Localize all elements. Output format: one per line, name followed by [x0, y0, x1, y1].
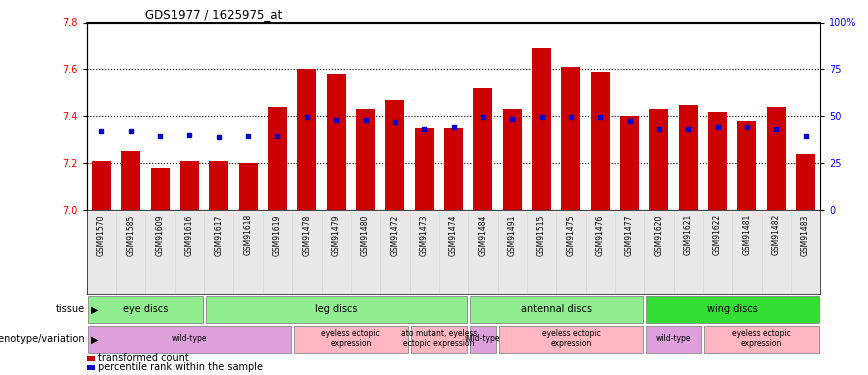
FancyBboxPatch shape — [89, 326, 291, 353]
Text: GSM91472: GSM91472 — [391, 214, 399, 256]
Text: GSM91616: GSM91616 — [185, 214, 194, 256]
Bar — [180, 161, 199, 210]
Bar — [591, 72, 609, 210]
Text: ▶: ▶ — [91, 334, 99, 344]
Text: transformed count: transformed count — [98, 353, 188, 363]
Bar — [92, 161, 111, 210]
Text: GSM91480: GSM91480 — [361, 214, 370, 256]
Bar — [209, 161, 228, 210]
Bar — [326, 74, 345, 210]
Text: GSM91476: GSM91476 — [595, 214, 605, 256]
Bar — [444, 128, 463, 210]
Text: GSM91620: GSM91620 — [654, 214, 663, 256]
Text: GSM91585: GSM91585 — [127, 214, 135, 256]
Text: GSM91484: GSM91484 — [478, 214, 487, 256]
Text: wild-type: wild-type — [172, 334, 207, 343]
Bar — [738, 121, 756, 210]
Bar — [151, 168, 169, 210]
Bar — [796, 154, 815, 210]
Text: GSM91619: GSM91619 — [273, 214, 282, 256]
Text: leg discs: leg discs — [315, 304, 358, 314]
Text: GSM91609: GSM91609 — [155, 214, 165, 256]
Bar — [268, 107, 287, 210]
FancyBboxPatch shape — [646, 326, 701, 353]
Text: eyeless ectopic
expression: eyeless ectopic expression — [321, 329, 380, 348]
Bar — [87, 356, 95, 361]
Text: wild-type: wild-type — [465, 334, 501, 343]
Text: GSM91475: GSM91475 — [567, 214, 575, 256]
Bar — [679, 105, 698, 210]
FancyBboxPatch shape — [470, 326, 496, 353]
Text: GSM91515: GSM91515 — [537, 214, 546, 256]
FancyBboxPatch shape — [293, 326, 408, 353]
Text: GSM91481: GSM91481 — [742, 214, 752, 255]
Text: eye discs: eye discs — [122, 304, 168, 314]
FancyBboxPatch shape — [646, 296, 819, 323]
Bar — [473, 88, 492, 210]
Text: GSM91621: GSM91621 — [684, 214, 693, 255]
Text: ato mutant, eyeless
ectopic expression: ato mutant, eyeless ectopic expression — [401, 329, 477, 348]
Text: wing discs: wing discs — [707, 304, 758, 314]
Bar — [122, 152, 141, 210]
Text: GSM91479: GSM91479 — [332, 214, 340, 256]
Text: GSM91570: GSM91570 — [97, 214, 106, 256]
Text: eyeless ectopic
expression: eyeless ectopic expression — [733, 329, 791, 348]
Text: GSM91622: GSM91622 — [713, 214, 722, 255]
Text: GSM91491: GSM91491 — [508, 214, 516, 256]
Text: wild-type: wild-type — [656, 334, 691, 343]
Bar — [766, 107, 786, 210]
Text: ▶: ▶ — [91, 304, 99, 314]
Bar — [649, 109, 668, 210]
FancyBboxPatch shape — [470, 296, 643, 323]
Text: GDS1977 / 1625975_at: GDS1977 / 1625975_at — [146, 8, 283, 21]
Bar — [356, 109, 375, 210]
Bar — [562, 67, 581, 210]
Bar — [87, 364, 95, 370]
Text: eyeless ectopic
expression: eyeless ectopic expression — [542, 329, 601, 348]
Text: GSM91473: GSM91473 — [420, 214, 429, 256]
Bar — [532, 48, 551, 210]
Text: GSM91617: GSM91617 — [214, 214, 223, 256]
Bar — [620, 116, 639, 210]
Text: GSM91618: GSM91618 — [244, 214, 253, 255]
FancyBboxPatch shape — [206, 296, 467, 323]
Text: genotype/variation: genotype/variation — [0, 334, 85, 344]
Bar — [239, 163, 258, 210]
Text: percentile rank within the sample: percentile rank within the sample — [98, 362, 263, 372]
FancyBboxPatch shape — [499, 326, 643, 353]
Text: antennal discs: antennal discs — [521, 304, 592, 314]
Text: GSM91478: GSM91478 — [302, 214, 312, 256]
Text: GSM91483: GSM91483 — [801, 214, 810, 256]
Bar — [298, 69, 316, 210]
Text: GSM91482: GSM91482 — [772, 214, 780, 255]
FancyBboxPatch shape — [89, 296, 203, 323]
Bar — [415, 128, 434, 210]
Bar — [503, 109, 522, 210]
Text: GSM91477: GSM91477 — [625, 214, 634, 256]
FancyBboxPatch shape — [704, 326, 819, 353]
FancyBboxPatch shape — [411, 326, 467, 353]
Bar — [385, 100, 404, 210]
Text: GSM91474: GSM91474 — [449, 214, 458, 256]
Text: tissue: tissue — [56, 304, 85, 314]
Bar — [708, 112, 727, 210]
